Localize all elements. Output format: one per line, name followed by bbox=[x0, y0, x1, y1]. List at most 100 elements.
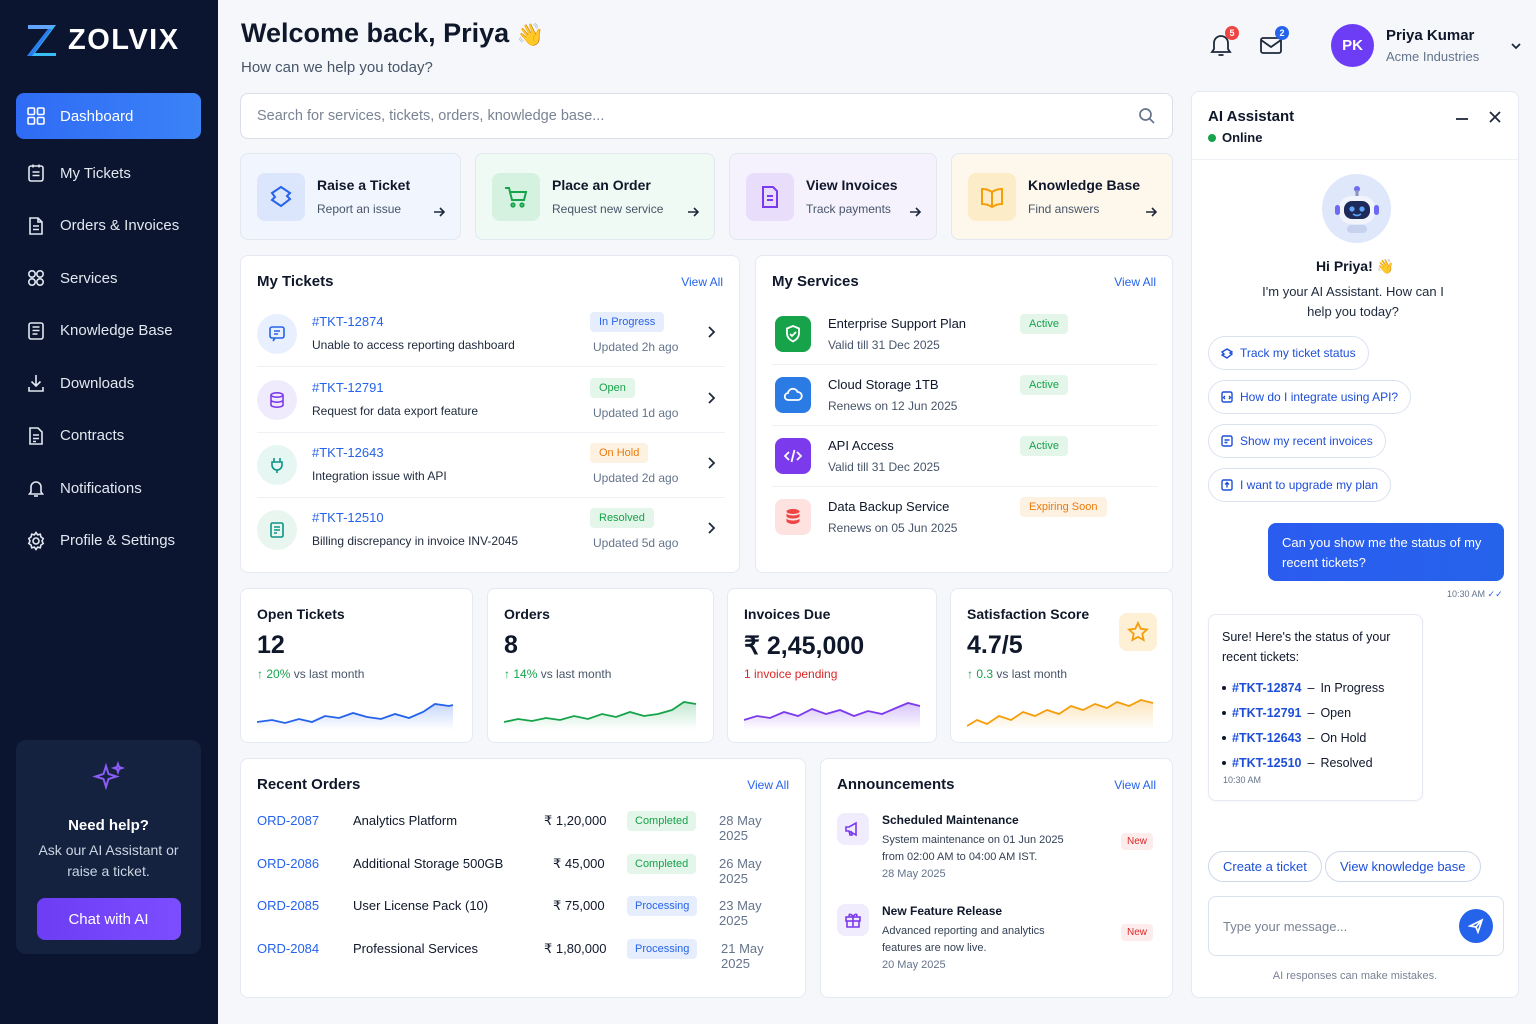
user-menu[interactable]: PK Priya Kumar Acme Industries bbox=[1331, 24, 1523, 67]
document-icon bbox=[29, 216, 43, 235]
chip-label: Track my ticket status bbox=[1240, 346, 1356, 360]
contract-icon bbox=[29, 426, 43, 445]
chevron-right-icon bbox=[708, 392, 716, 404]
order-row[interactable]: ORD-2086 Additional Storage 500GB ₹ 45,0… bbox=[257, 846, 789, 888]
list-item: #TKT-12791 – Open bbox=[1222, 700, 1409, 725]
view-knowledge-base-button[interactable]: View knowledge base bbox=[1325, 851, 1481, 882]
send-button[interactable] bbox=[1459, 909, 1493, 943]
close-icon[interactable] bbox=[1486, 108, 1504, 126]
suggestion-chip[interactable]: How do I integrate using API? bbox=[1208, 380, 1412, 414]
chip-label: I want to upgrade my plan bbox=[1240, 478, 1379, 492]
sidebar-item-label: Services bbox=[60, 269, 118, 287]
search-input[interactable] bbox=[257, 108, 1117, 124]
chat-with-ai-button[interactable]: Chat with AI bbox=[36, 898, 181, 940]
sidebar-item-notifications[interactable]: Notifications bbox=[16, 465, 201, 511]
arrow-right-icon bbox=[910, 207, 922, 217]
sidebar-item-downloads[interactable]: Downloads bbox=[16, 360, 201, 406]
kpi-satisfaction: Satisfaction Score 4.7/5 ↑ 0.3 vs last m… bbox=[950, 588, 1173, 743]
kpi-change-value: 14% bbox=[513, 667, 538, 681]
gift-icon bbox=[837, 904, 869, 936]
invoice-icon bbox=[746, 172, 794, 221]
order-date: 23 May 2025 bbox=[719, 898, 762, 928]
qa-subtitle: Report an issue bbox=[317, 202, 402, 216]
minimize-icon[interactable] bbox=[1454, 110, 1470, 126]
service-row[interactable]: API Access Valid till 31 Dec 2025 Active bbox=[772, 426, 1158, 487]
create-ticket-button[interactable]: Create a ticket bbox=[1208, 851, 1322, 882]
chat-message-input[interactable] bbox=[1223, 918, 1443, 934]
order-row[interactable]: ORD-2084 Professional Services ₹ 1,80,00… bbox=[257, 931, 789, 973]
bell-icon bbox=[27, 481, 45, 497]
my-services-card: My Services View All Enterprise Support … bbox=[755, 255, 1173, 573]
message-timestamp: 10:30 AM bbox=[1447, 589, 1486, 599]
arrow-right-icon bbox=[1146, 207, 1158, 217]
sidebar: ZOLVIX Dashboard My Tickets Orders & Inv… bbox=[0, 0, 218, 1024]
view-invoices-card[interactable]: View Invoices Track payments bbox=[729, 153, 937, 240]
sidebar-item-dashboard[interactable]: Dashboard bbox=[16, 93, 201, 139]
search-icon[interactable] bbox=[1138, 107, 1156, 125]
order-row[interactable]: ORD-2087 Analytics Platform ₹ 1,20,000 C… bbox=[257, 803, 789, 845]
notifications-button[interactable]: 5 bbox=[1209, 26, 1239, 58]
service-row[interactable]: Data Backup Service Renews on 05 Jun 202… bbox=[772, 487, 1158, 548]
status-badge: Open bbox=[590, 378, 635, 398]
status-badge: Completed bbox=[627, 854, 697, 874]
sidebar-item-services[interactable]: Services bbox=[16, 255, 201, 301]
ticket-description: Request for data export feature bbox=[312, 404, 479, 418]
gear-icon bbox=[27, 530, 45, 551]
place-order-card[interactable]: Place an Order Request new service bbox=[475, 153, 715, 240]
suggestion-chip[interactable]: Show my recent invoices bbox=[1208, 424, 1386, 458]
messages-button[interactable]: 2 bbox=[1259, 26, 1289, 58]
ticket-updated: Updated 2h ago bbox=[593, 340, 679, 354]
knowledge-base-card[interactable]: Knowledge Base Find answers bbox=[951, 153, 1173, 240]
brand-logo[interactable]: ZOLVIX bbox=[26, 22, 180, 58]
ticket-id: #TKT-12643 bbox=[312, 445, 384, 460]
ticket-row[interactable]: #TKT-12791 Request for data export featu… bbox=[257, 368, 725, 433]
ticket-link[interactable]: #TKT-12791 bbox=[1232, 705, 1302, 720]
view-all-link[interactable]: View All bbox=[1114, 778, 1156, 792]
ticket-status: Resolved bbox=[1320, 755, 1373, 770]
chip-label: Show my recent invoices bbox=[1240, 434, 1373, 448]
notification-count-badge: 5 bbox=[1225, 26, 1239, 40]
ticket-updated: Updated 1d ago bbox=[593, 406, 679, 420]
book-open-icon bbox=[968, 172, 1016, 221]
page-title: Welcome back, Priya 👋 bbox=[241, 18, 544, 49]
page-subtitle: How can we help you today? bbox=[241, 59, 433, 76]
raise-ticket-card[interactable]: Raise a Ticket Report an issue bbox=[240, 153, 461, 240]
qa-subtitle: Request new service bbox=[552, 202, 664, 216]
ticket-row[interactable]: #TKT-12643 Integration issue with API On… bbox=[257, 433, 725, 498]
order-id[interactable]: ORD-2087 bbox=[257, 813, 320, 828]
card-title: My Tickets bbox=[257, 273, 334, 290]
ticket-row[interactable]: #TKT-12510 Billing discrepancy in invoic… bbox=[257, 498, 725, 563]
sidebar-item-label: Notifications bbox=[60, 479, 142, 497]
ticket-updated: Updated 2d ago bbox=[593, 471, 679, 485]
assistant-message-bubble: Sure! Here's the status of your recent t… bbox=[1208, 614, 1423, 801]
sidebar-item-contracts[interactable]: Contracts bbox=[16, 413, 201, 459]
view-all-link[interactable]: View All bbox=[747, 778, 789, 792]
sidebar-item-label: Profile & Settings bbox=[60, 532, 176, 549]
view-all-link[interactable]: View All bbox=[1114, 275, 1156, 289]
announcement-text: Advanced reporting and analytics feature… bbox=[882, 925, 1045, 954]
code-icon bbox=[775, 438, 811, 474]
view-all-link[interactable]: View All bbox=[681, 275, 723, 289]
status-badge: In Progress bbox=[590, 312, 665, 332]
suggestion-chip[interactable]: Track my ticket status bbox=[1208, 336, 1369, 370]
chevron-right-icon bbox=[708, 326, 716, 338]
sidebar-item-profile-settings[interactable]: Profile & Settings bbox=[16, 518, 201, 564]
service-row[interactable]: Enterprise Support Plan Valid till 31 De… bbox=[772, 304, 1158, 365]
sidebar-item-my-tickets[interactable]: My Tickets bbox=[16, 150, 201, 196]
ticket-row[interactable]: #TKT-12874 Unable to access reporting da… bbox=[257, 302, 725, 367]
sidebar-item-knowledge-base[interactable]: Knowledge Base bbox=[16, 308, 201, 354]
ticket-link[interactable]: #TKT-12874 bbox=[1232, 680, 1302, 695]
status-badge: Processing bbox=[627, 896, 698, 916]
suggestion-chip[interactable]: I want to upgrade my plan bbox=[1208, 468, 1392, 502]
service-row[interactable]: Cloud Storage 1TB Renews on 12 Jun 2025 … bbox=[772, 365, 1158, 426]
ticket-link[interactable]: #TKT-12510 bbox=[1232, 755, 1302, 770]
ticket-link[interactable]: #TKT-12643 bbox=[1232, 730, 1302, 745]
order-id[interactable]: ORD-2086 bbox=[257, 856, 320, 871]
order-id[interactable]: ORD-2085 bbox=[257, 898, 320, 913]
qa-title: Raise a Ticket bbox=[317, 177, 411, 193]
status-badge: On Hold bbox=[590, 443, 649, 463]
order-row[interactable]: ORD-2085 User License Pack (10) ₹ 75,000… bbox=[257, 888, 789, 930]
sidebar-item-orders-invoices[interactable]: Orders & Invoices bbox=[16, 203, 201, 249]
order-date: 26 May 2025 bbox=[719, 856, 762, 886]
order-id[interactable]: ORD-2084 bbox=[257, 941, 320, 956]
